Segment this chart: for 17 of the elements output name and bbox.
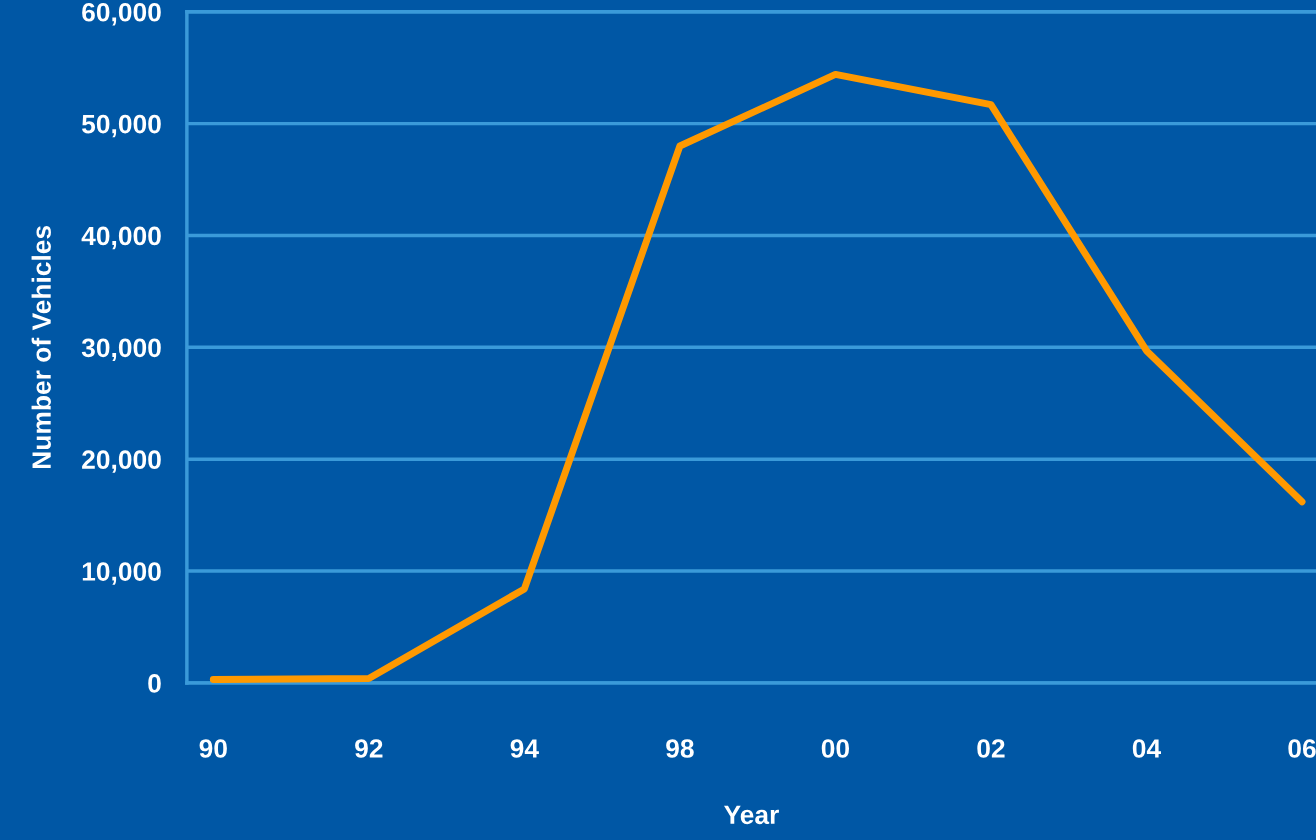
x-tick-label: 94 (510, 739, 539, 758)
x-tick-label: 98 (666, 739, 694, 758)
y-tick-label: 40,000 (81, 226, 161, 250)
y-tick-label: 60,000 (82, 2, 161, 26)
y-tick-label: 20,000 (82, 450, 161, 473)
x-tick-label: 06 (1288, 739, 1316, 758)
y-tick-label: 30,000 (81, 338, 161, 361)
y-tick-label: 50,000 (81, 114, 161, 138)
x-tick-label: 90 (199, 739, 227, 758)
x-tick-label: 00 (821, 739, 850, 758)
y-axis-title: Number of Vehicles (31, 225, 51, 469)
y-tick-label: 0 (148, 674, 161, 693)
x-tick-label: 92 (355, 739, 383, 758)
x-axis-title: Year (724, 805, 779, 825)
x-tick-label: 02 (977, 739, 1005, 758)
x-tick-label: 04 (1132, 739, 1162, 758)
y-tick-label: 10,000 (82, 562, 161, 585)
